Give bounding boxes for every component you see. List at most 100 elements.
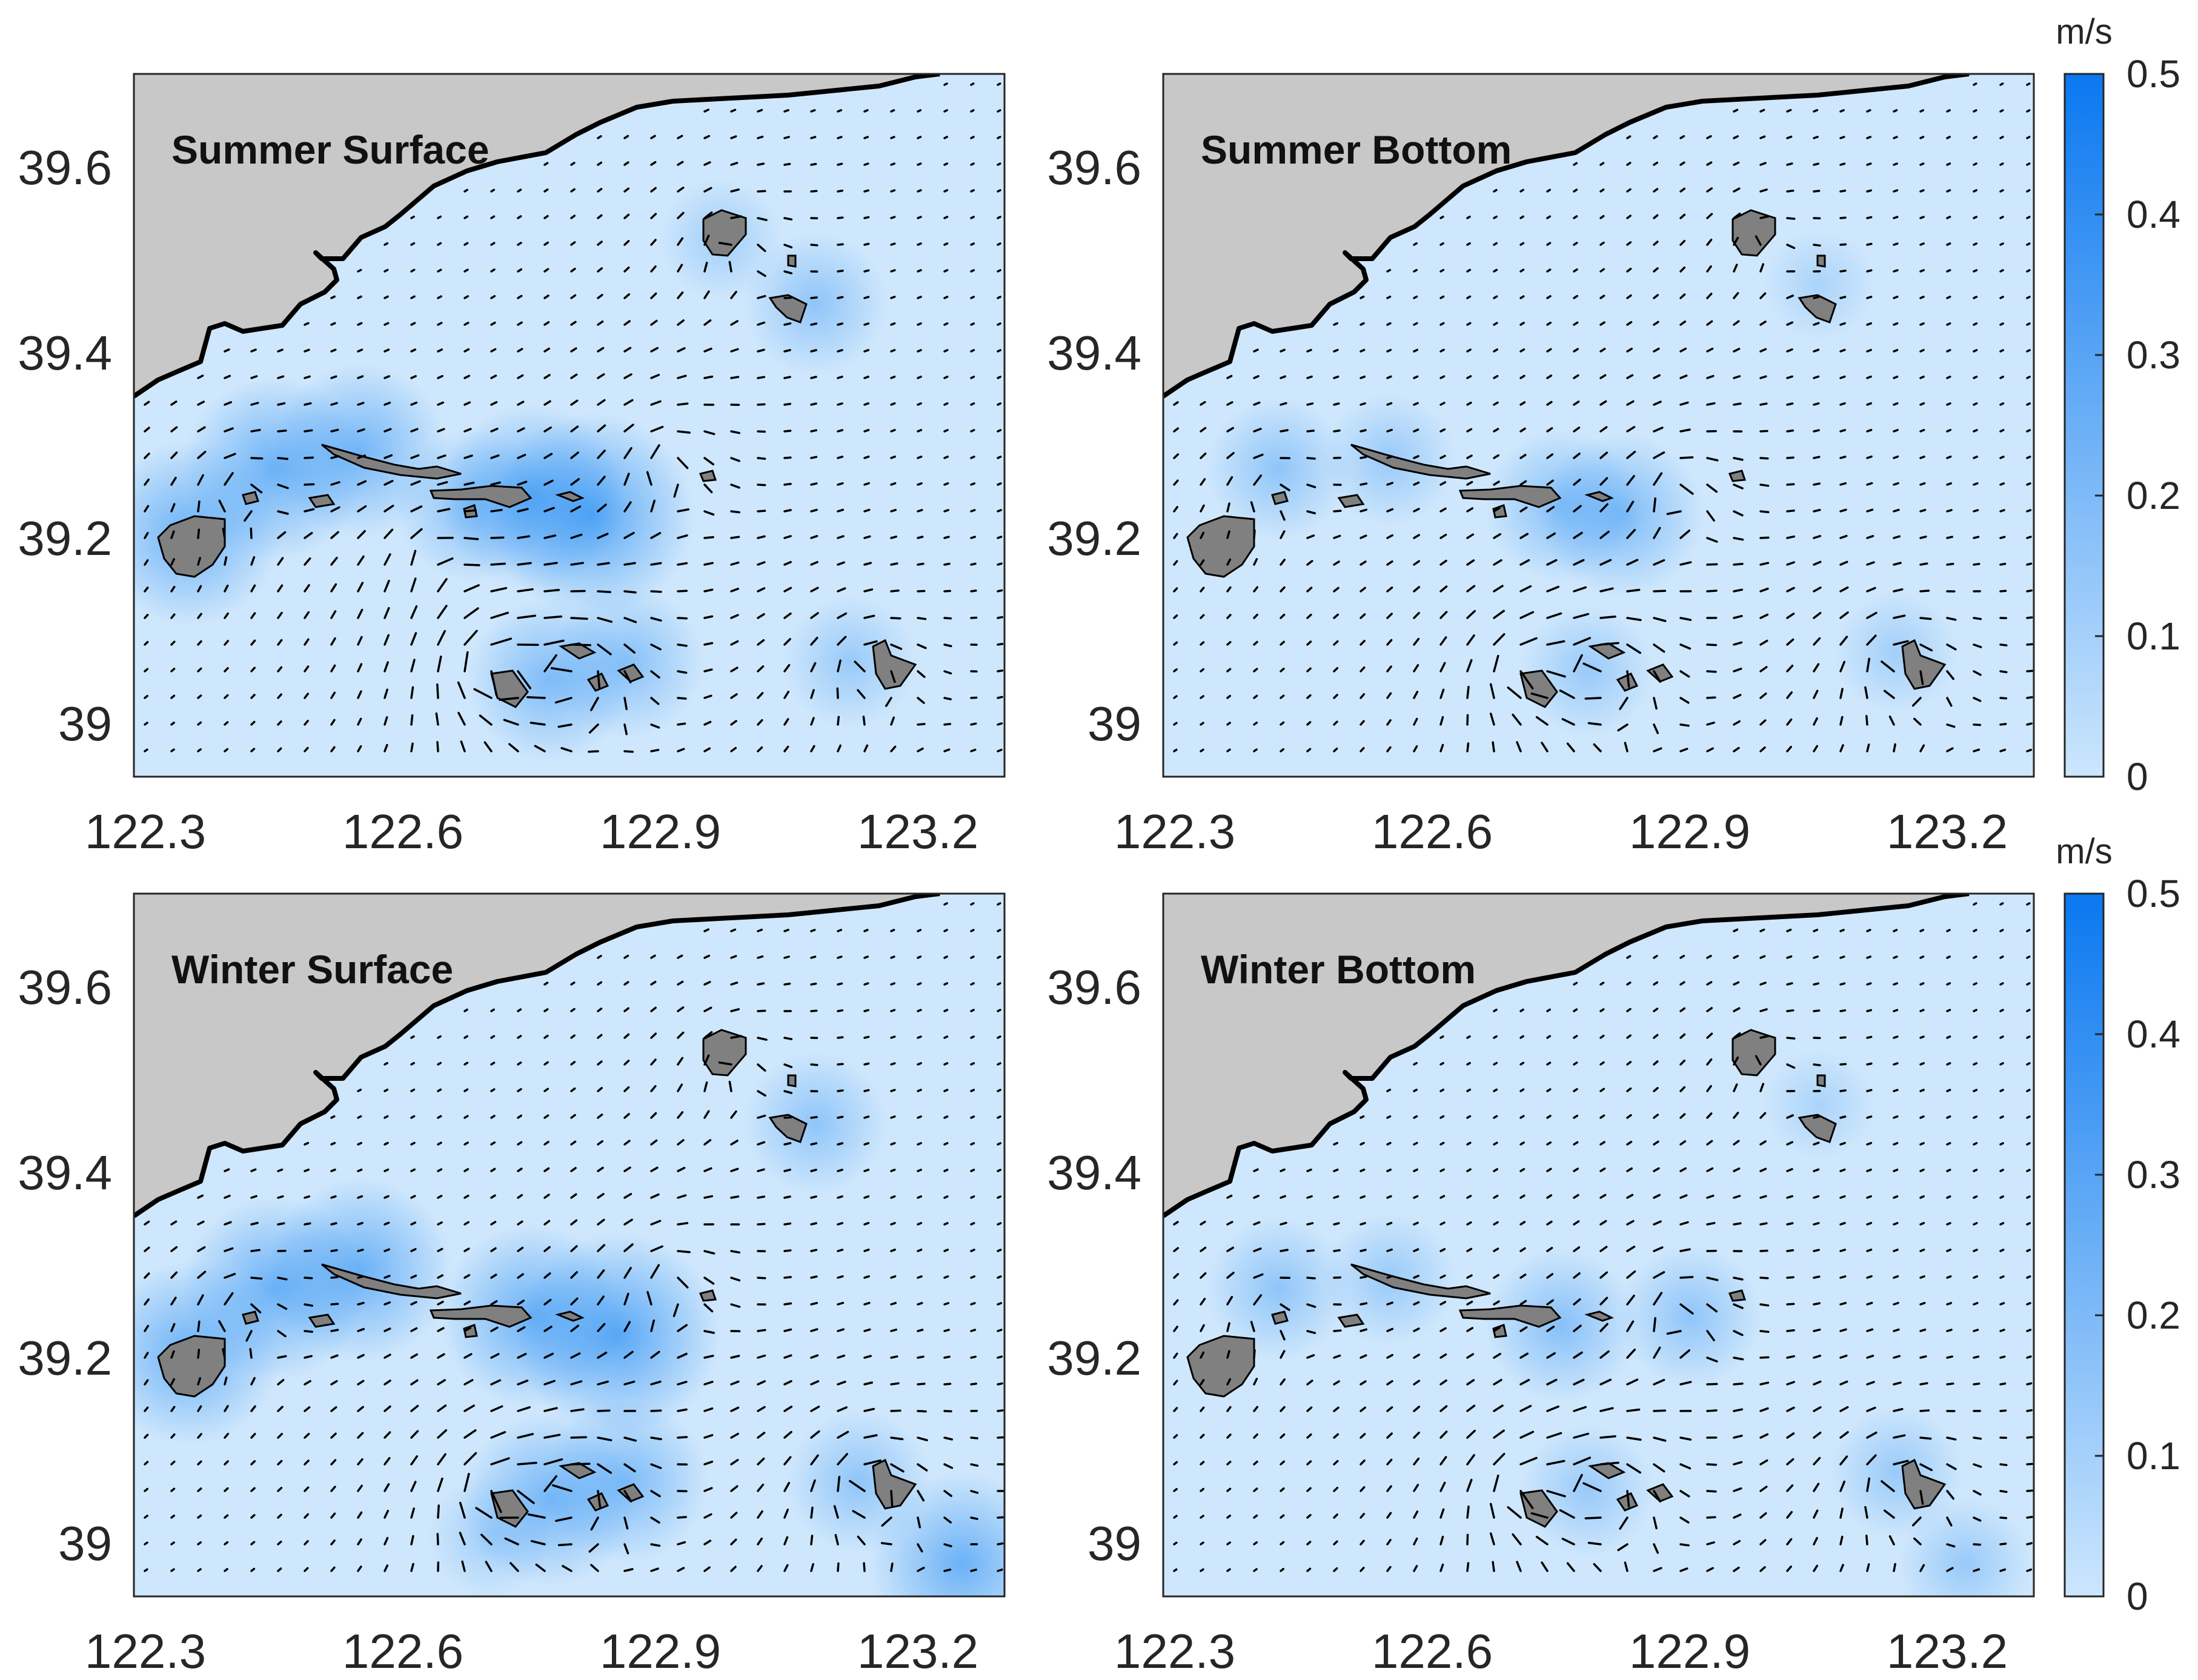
- current-vectors: [1173, 82, 2033, 752]
- island: [872, 1458, 917, 1510]
- island: [1271, 491, 1289, 505]
- y-tick-label: 39.2: [18, 1331, 112, 1385]
- current-vectors: [144, 82, 1004, 753]
- island: [1816, 254, 1826, 268]
- vector-field: [144, 82, 1004, 753]
- island: [429, 485, 533, 508]
- x-tick-label: 123.2: [857, 1624, 978, 1678]
- y-tick-label: 39.2: [18, 511, 112, 565]
- island: [1728, 470, 1747, 482]
- axes-frame: [133, 73, 1006, 778]
- island: [1646, 663, 1674, 683]
- island: [768, 1114, 808, 1143]
- speed-hotspot: [1520, 604, 1655, 739]
- island: [1271, 1310, 1289, 1325]
- speed-hotspot: [268, 1178, 453, 1363]
- colorbar-tick-label: 0.5: [2127, 872, 2180, 915]
- island: [1584, 491, 1614, 502]
- axes-frame: [1162, 892, 2035, 1598]
- island: [872, 639, 917, 690]
- island: [1798, 294, 1837, 324]
- speed-field: [1206, 228, 1959, 739]
- island: [1458, 1304, 1562, 1328]
- axes-frame: [1162, 73, 2035, 778]
- y-tick-label: 39.6: [18, 141, 112, 194]
- speed-hotspot: [515, 1232, 721, 1438]
- speed-hotspot: [1539, 433, 1704, 597]
- colorbar-unit: m/s: [2056, 832, 2112, 871]
- mainland: [1163, 894, 2034, 1216]
- x-tick-labels: 122.3 122.6 122.9 123.2: [85, 1624, 978, 1678]
- x-tick-labels: 122.3 122.6 122.9 123.2: [1114, 1624, 2008, 1678]
- coastline: [134, 894, 940, 1218]
- y-tick-labels: 39.6 39.4 39.2 39: [1047, 141, 1141, 751]
- y-tick-label: 39: [58, 1516, 112, 1570]
- y-tick-label: 39.4: [1047, 1146, 1141, 1200]
- panel-winter-bottom: Winter Bottom 39.6 39.4 39.2 39 122.3 12…: [1047, 892, 2035, 1678]
- panel-title: Summer Surface: [171, 127, 490, 172]
- speed-hotspot: [783, 595, 917, 729]
- y-tick-label: 39.2: [1047, 511, 1141, 565]
- panel-winter-surface: Winter Surface 39.6 39.4 39.2 39 122.3 1…: [18, 892, 1006, 1678]
- mainland: [134, 74, 1004, 396]
- island: [1616, 1492, 1639, 1512]
- y-tick-label: 39.6: [1047, 960, 1141, 1014]
- island: [242, 1310, 259, 1325]
- axes-frame: [133, 892, 1006, 1598]
- island: [1186, 515, 1255, 578]
- island: [617, 663, 645, 683]
- colorbar-tick-label: 0.2: [2127, 1293, 2180, 1337]
- colorbar-ticks: [2095, 73, 2103, 637]
- colorbar-unit: m/s: [2056, 12, 2112, 51]
- colorbar-ramp: [2064, 892, 2105, 1598]
- colorbar-tick-label: 0: [2127, 755, 2148, 798]
- x-tick-labels: 122.3 122.6 122.9 123.2: [1114, 805, 2008, 858]
- mainland: [134, 894, 1004, 1216]
- x-tick-label: 122.3: [1114, 805, 1235, 858]
- island: [1616, 672, 1639, 692]
- y-tick-label: 39.2: [1047, 1331, 1141, 1385]
- island: [617, 1483, 645, 1502]
- coastline: [134, 74, 940, 399]
- y-tick-labels: 39.6 39.4 39.2 39: [1047, 960, 1141, 1570]
- island: [1901, 1458, 1947, 1510]
- vector-field: [1173, 82, 2033, 752]
- island: [429, 1304, 533, 1328]
- x-tick-label: 122.3: [85, 805, 206, 858]
- y-tick-label: 39.4: [18, 1146, 112, 1200]
- speed-hotspot: [743, 231, 888, 376]
- island: [787, 254, 797, 268]
- x-tick-label: 122.6: [1372, 1624, 1493, 1678]
- y-tick-labels: 39.6 39.4 39.2 39: [18, 141, 112, 751]
- x-tick-label: 122.6: [1372, 805, 1493, 858]
- x-tick-label: 123.2: [1887, 1624, 2008, 1678]
- y-tick-label: 39.6: [1047, 141, 1141, 194]
- x-tick-label: 123.2: [857, 805, 978, 858]
- y-tick-label: 39.4: [18, 326, 112, 380]
- x-tick-label: 122.9: [1629, 805, 1750, 858]
- colorbar-tick-label: 0.3: [2127, 1153, 2180, 1197]
- colorbar-tick-label: 0.4: [2127, 1012, 2180, 1056]
- x-tick-labels: 122.3 122.6 122.9 123.2: [85, 805, 978, 858]
- x-tick-label: 122.3: [1114, 1624, 1235, 1678]
- x-tick-label: 122.9: [600, 805, 721, 858]
- current-vectors: [1173, 902, 2033, 1572]
- panel-summer-bottom: Summer Bottom 39.6 39.4 39.2 39 122.3 12…: [1047, 73, 2035, 858]
- current-vectors: [144, 902, 1004, 1572]
- island: [1492, 504, 1507, 519]
- colorbar-tick-label: 0.1: [2127, 614, 2180, 658]
- colorbar-ramp: [2064, 73, 2105, 778]
- y-tick-label: 39.6: [18, 960, 112, 1014]
- colorbar-tick-label: 0.3: [2127, 333, 2180, 377]
- island: [1350, 443, 1491, 480]
- island: [1350, 1263, 1491, 1300]
- speed-hotspot: [544, 1399, 709, 1564]
- speed-hotspot: [1898, 1497, 2032, 1596]
- vector-field: [1173, 902, 2033, 1572]
- speed-hotspot: [743, 1051, 888, 1195]
- speed-hotspot: [1834, 591, 1959, 715]
- island: [586, 1492, 609, 1512]
- island: [308, 494, 336, 508]
- colorbar-tick-label: 0: [2127, 1575, 2148, 1618]
